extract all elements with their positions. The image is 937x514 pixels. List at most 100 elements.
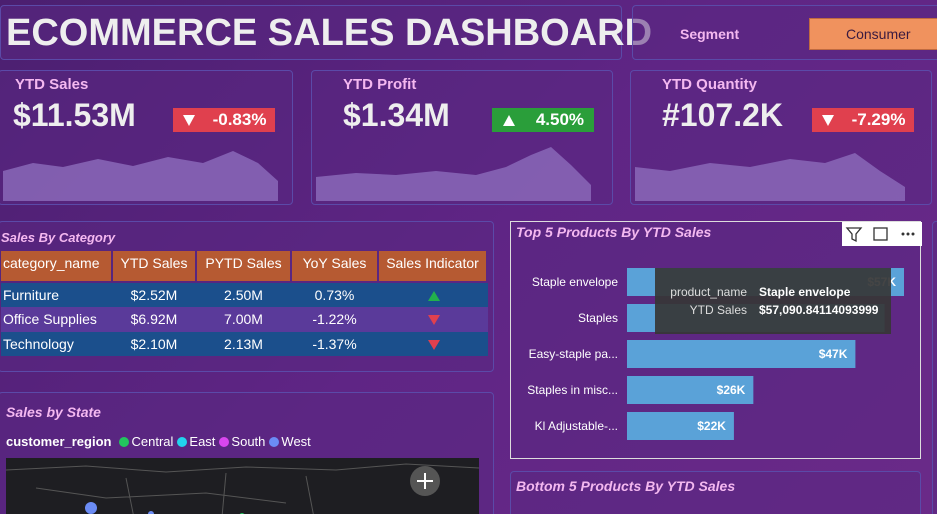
table-header-cell: YTD Sales	[113, 251, 195, 281]
legend-dot	[219, 436, 230, 447]
tooltip-field-value: $57,090.84114093999	[759, 303, 879, 317]
table-row	[1, 307, 488, 332]
value-label: $47K	[819, 347, 848, 361]
table-cell: Technology	[3, 336, 74, 352]
kpi-label: YTD Sales	[15, 76, 89, 93]
sales-indicator	[428, 340, 440, 350]
chart-title: Top 5 Products By YTD Sales	[516, 224, 712, 240]
slicer-value[interactable]: Consumer	[809, 18, 937, 50]
legend-item: Central	[119, 434, 173, 449]
tooltip-field-name: YTD Sales	[689, 303, 747, 317]
kpi-change: -0.83%	[212, 110, 267, 129]
sparkline	[635, 153, 905, 201]
indicator-arrow	[428, 340, 440, 350]
legend-label: Central	[131, 434, 174, 449]
kpi-label: YTD Quantity	[662, 76, 758, 93]
table-header-cell: category_name	[1, 251, 111, 281]
table-cell: Office Supplies	[3, 311, 97, 327]
table-cell: -1.37%	[312, 336, 357, 352]
change-arrow	[182, 115, 195, 126]
table-cell: $6.92M	[130, 311, 178, 327]
value-label: $26K	[717, 383, 746, 397]
kpi-change-badge: -0.83%	[173, 108, 275, 132]
map-borders	[6, 463, 479, 514]
map-point	[85, 502, 97, 514]
map	[6, 458, 479, 514]
indicator-arrow	[428, 291, 440, 301]
focus-icon[interactable]	[873, 227, 888, 241]
sparkline	[316, 147, 591, 201]
legend-item: South	[219, 434, 265, 449]
change-arrow	[502, 115, 515, 126]
category-label: Staples in misc...	[527, 383, 618, 397]
legend-item: East	[177, 434, 215, 449]
category-label: Kl Adjustable-...	[535, 419, 618, 433]
table-title: Sales By Category	[1, 230, 116, 245]
value-label: $22K	[697, 419, 726, 433]
sparkline-area	[635, 153, 905, 201]
table-cell: -1.22%	[312, 311, 357, 327]
title-box: ECOMMERCE SALES DASHBOARD	[0, 5, 652, 60]
sparkline	[3, 151, 278, 201]
legend-title: customer_region	[6, 434, 112, 449]
side-panel	[932, 221, 937, 514]
legend-dot	[269, 436, 280, 447]
slicer-box: Segment Consumer	[632, 5, 937, 60]
kpi-card: YTD Quantity #107.2K -7.29%	[630, 70, 932, 205]
sparkline-area	[3, 151, 278, 201]
visual-icons	[842, 222, 922, 246]
table-cell: 7.00M	[224, 311, 263, 327]
table-header-cell: Sales Indicator	[379, 251, 486, 281]
bar	[627, 340, 856, 368]
kpi-card: YTD Profit $1.34M 4.50%	[311, 70, 613, 205]
more-icon[interactable]	[906, 232, 910, 236]
table-cell: 2.13M	[224, 336, 263, 352]
table-panel: Sales By Category category_name YTD Sales…	[0, 221, 494, 372]
table-row	[1, 332, 488, 356]
legend-item: West	[269, 434, 311, 449]
table-cell: 2.50M	[224, 287, 263, 303]
kpi-change-badge: 4.50%	[492, 108, 594, 132]
legend-dot	[119, 436, 130, 447]
filter-icon[interactable]	[845, 227, 863, 243]
category-label: Staples	[578, 311, 618, 325]
dashboard-title: ECOMMERCE SALES DASHBOARD	[6, 12, 653, 54]
legend-swatch	[269, 436, 280, 447]
chart-panel: Top 5 Products By YTD Sales Staple envel…	[510, 221, 922, 459]
more-icon[interactable]	[901, 232, 905, 236]
legend-label: South	[231, 434, 266, 449]
change-arrow	[821, 115, 834, 126]
kpi-card: YTD Sales $11.53M -0.83%	[0, 70, 293, 205]
sales-indicator	[428, 291, 440, 301]
bottom-panel: Bottom 5 Products By YTD Sales	[510, 471, 921, 514]
zoom-plus	[417, 473, 433, 489]
kpi-value: $11.53M	[13, 97, 136, 133]
sales-indicator	[428, 315, 440, 325]
legend-label: West	[281, 434, 311, 449]
bottom-chart-title: Bottom 5 Products By YTD Sales	[516, 478, 736, 494]
bar	[627, 412, 734, 440]
kpi-change: 4.50%	[535, 110, 585, 129]
table-cell: Furniture	[3, 287, 60, 303]
tooltip-field-value: Staple envelope	[759, 285, 851, 299]
map-point	[148, 511, 154, 514]
table-cell: 0.73%	[314, 287, 355, 303]
table-cell: $2.10M	[130, 336, 178, 352]
arrow	[502, 115, 515, 126]
indicator-arrow	[428, 315, 440, 325]
more-icon[interactable]	[911, 232, 915, 236]
category-label: Easy-staple pa...	[529, 347, 618, 361]
tooltip-field-name: product_name	[670, 285, 747, 299]
table-header-cell: PYTD Sales	[197, 251, 290, 281]
kpi-label: YTD Profit	[343, 76, 417, 93]
kpi-change: -7.29%	[851, 110, 906, 129]
sparkline-area	[316, 147, 591, 201]
map-title: Sales by State	[6, 404, 101, 420]
legend-swatch	[177, 436, 188, 447]
kpi-value: $1.34M	[343, 97, 450, 133]
map-legend: customer_region Central East South West	[6, 434, 311, 449]
table-row	[1, 283, 488, 307]
category-label: Staple envelope	[532, 275, 618, 289]
bar	[627, 376, 754, 404]
